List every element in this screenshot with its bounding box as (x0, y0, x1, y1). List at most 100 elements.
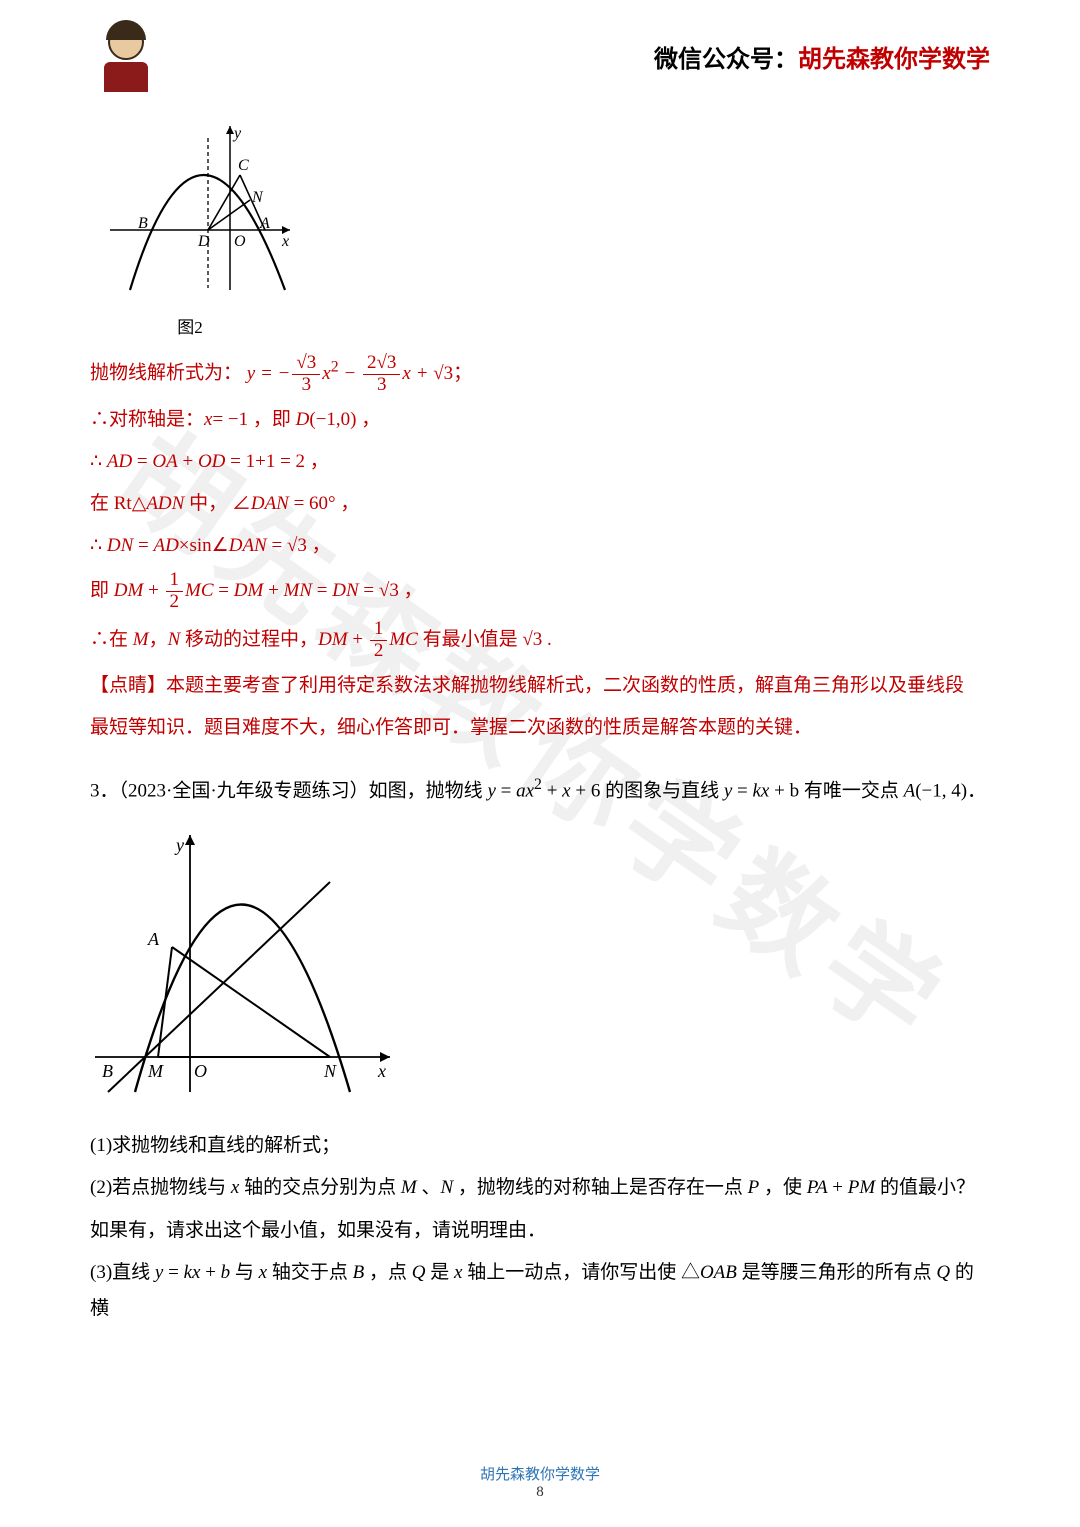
fig2-label-O: O (194, 1061, 207, 1081)
fig1-label-A: A (259, 215, 270, 232)
figure-2: y x A B M O N (90, 827, 990, 1110)
footer-page: 8 (0, 1484, 1080, 1501)
content: y x B D O A C N 图2 抛物线解析式为： y = −√33x2 −… (90, 120, 990, 1447)
l4-mid: 中， ∠ (184, 493, 251, 514)
l6-sqrt3: √3 (379, 580, 399, 601)
q3-end: ． (967, 780, 986, 801)
p3-plus: + (200, 1262, 220, 1283)
l5-AD: AD (153, 535, 178, 556)
p3-Q2: Q (936, 1262, 950, 1283)
solution-note-1: 【点睛】本题主要考查了利用待定系数法求解抛物线解析式，二次函数的性质，解直角三角… (90, 668, 990, 704)
fig1-label-D: D (197, 233, 210, 250)
fig2-label-B: B (102, 1061, 113, 1081)
l7-MC: MC (389, 629, 418, 650)
l3-OD: OD (198, 451, 225, 472)
l7-half-d: 2 (370, 641, 388, 662)
l7-comma: ， (149, 629, 168, 650)
l2-D: D (296, 409, 310, 430)
l7-sqrt3: √3 (522, 629, 542, 650)
l3-OA: OA (152, 451, 177, 472)
l6-DM: DM (114, 580, 144, 601)
l6-pre: 即 (90, 580, 114, 601)
l3-eq: = (132, 451, 152, 472)
l1-suffix: ； (453, 363, 472, 384)
p2d: ，使 (759, 1177, 807, 1198)
fig1-label-x: x (281, 233, 289, 250)
page-footer: 胡先森教你学数学 8 (0, 1463, 1080, 1501)
solution-note-2: 最短等知识．题目难度不大，细心作答即可．掌握二次函数的性质是解答本题的关键． (90, 710, 990, 746)
q3-eq2: = (732, 780, 752, 801)
l3-AD: AD (107, 451, 132, 472)
l4-ADN: ADN (146, 493, 184, 514)
q3-eq: = (496, 780, 516, 801)
l7-half-n: 1 (370, 619, 388, 641)
fig1-caption: 图2 (100, 312, 280, 344)
p2-M: M (401, 1177, 417, 1198)
q3-mid: 的图象与直线 (600, 780, 724, 801)
p3-eq: = (163, 1262, 183, 1283)
q3-plusb: + b (769, 780, 799, 801)
part-1: (1)求抛物线和直线的解析式； (90, 1128, 990, 1164)
p3-b: b (221, 1262, 231, 1283)
q3-ax2: ax (516, 780, 534, 801)
q3-A: A (904, 780, 916, 801)
p2a: (2)若点抛物线与 (90, 1177, 231, 1198)
l5-mul: ×sin∠ (179, 535, 229, 556)
l2-suf: ， (357, 409, 381, 430)
p2-sep: 、 (417, 1177, 441, 1198)
l2-pt: (−1,0) (309, 409, 356, 430)
l6-plus2: + (263, 580, 283, 601)
l6-suf: ， (399, 580, 423, 601)
l5-pre: ∴ (90, 535, 107, 556)
l5-eq: = (133, 535, 153, 556)
solution-line-5: ∴ DN = AD×sin∠DAN = √3 ， (90, 528, 990, 564)
l6-eq2: = (312, 580, 332, 601)
q3-plus6: + 6 (571, 780, 601, 801)
fig2-label-M: M (147, 1061, 164, 1081)
l5-DAN: DAN (229, 535, 267, 556)
q3-src: （2023·全国·九年级专题练习） (119, 780, 369, 801)
question-3-stem: 3．（2023·全国·九年级专题练习）如图，抛物线 y = ax2 + x + … (90, 770, 990, 809)
avatar (90, 20, 162, 92)
part-3: (3)直线 y = kx + b 与 x 轴交于点 B ，点 Q 是 x 轴上一… (90, 1255, 990, 1327)
l7-DM: DM (318, 629, 348, 650)
l7-M: M (133, 629, 149, 650)
header-title: 微信公众号：胡先森教你学数学 (654, 39, 990, 74)
p2-PA: PA (807, 1177, 828, 1198)
l1-pre: 抛物线解析式为： (90, 363, 242, 384)
l6-DM2: DM (234, 580, 264, 601)
l3-rhs: = 1+1 = 2 ， (225, 451, 328, 472)
p2b: 轴的交点分别为点 (239, 1177, 401, 1198)
p3-B: B (353, 1262, 365, 1283)
p3d: ，点 (364, 1262, 412, 1283)
l4-eq: = 60° ， (289, 493, 360, 514)
figure-1: y x B D O A C N 图2 (100, 120, 990, 344)
l6-DN: DN (332, 580, 358, 601)
l3-plus: + (178, 451, 198, 472)
q3-suf: 有唯一交点 (799, 780, 904, 801)
l5-suf: ， (307, 535, 331, 556)
fig1-label-C: C (238, 157, 249, 174)
p3-kx: kx (184, 1262, 201, 1283)
p3-x: x (259, 1262, 267, 1283)
l2-pre: ∴对称轴是： (90, 409, 204, 430)
q3-sup2: 2 (534, 776, 542, 793)
l7-end: . (542, 629, 552, 650)
q3-pt: (−1, 4) (915, 780, 967, 801)
p2-N: N (440, 1177, 453, 1198)
p3e: 是 (425, 1262, 454, 1283)
l6-MN: MN (284, 580, 313, 601)
l7-suf: 有最小值是 (418, 629, 523, 650)
solution-line-2: ∴对称轴是：x= −1 ，即 D(−1,0) ， (90, 402, 990, 438)
p3b: 与 (230, 1262, 259, 1283)
solution-line-6: 即 DM + 12MC = DM + MN = DN = √3 ， (90, 570, 990, 613)
l6-half-n: 1 (166, 570, 184, 592)
l7-plus: + (348, 629, 368, 650)
fig1-label-B: B (138, 215, 148, 232)
part-2-line-2: 如果有，请求出这个最小值，如果没有，请说明理由． (90, 1213, 990, 1249)
p2-PM: PM (848, 1177, 875, 1198)
p2-plus: + (828, 1177, 848, 1198)
fig2-label-x: x (377, 1061, 386, 1081)
p3-OAB: OAB (700, 1262, 737, 1283)
l2-mid: = −1 ，即 (212, 409, 295, 430)
